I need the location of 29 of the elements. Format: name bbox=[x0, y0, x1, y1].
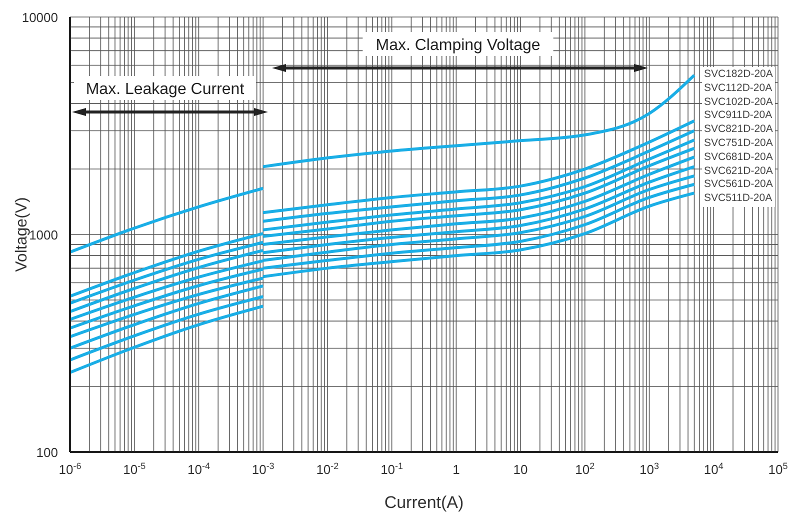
x-tick-label: 10$^{-3}$ bbox=[252, 461, 274, 477]
series-label: SVC621D-20A bbox=[704, 164, 773, 178]
series-label: SVC561D-20A bbox=[704, 178, 773, 192]
y-tick-label: 10000 bbox=[22, 10, 58, 25]
x-tick-label: 1 bbox=[452, 462, 460, 477]
series-label: SVC751D-20A bbox=[704, 136, 773, 151]
x-tick-label: 10$^{-6}$ bbox=[58, 461, 82, 477]
series-label: SVC821D-20A bbox=[704, 123, 773, 137]
x-tick-label: 10$^{-1}$ bbox=[380, 461, 404, 477]
annotation: Max. Leakage Current bbox=[86, 81, 245, 98]
text: SVC112D-20A bbox=[704, 82, 773, 96]
series-label: SVC681D-20A bbox=[704, 150, 773, 165]
text: SVC102D-20A bbox=[704, 96, 773, 110]
x-tick-label: 10$^{2}$ bbox=[575, 461, 595, 477]
x-axis-title: Current(A) bbox=[384, 493, 464, 512]
x-tick-label: 10$^{5}$ bbox=[768, 461, 788, 477]
x-tick-label: 10$^{4}$ bbox=[704, 461, 724, 477]
series-label: SVC911D-20A bbox=[704, 109, 773, 124]
x-tick-label: 10$^{-4}$ bbox=[187, 461, 210, 477]
annotation: Max. Clamping Voltage bbox=[376, 37, 540, 54]
x-tick-label: 10 bbox=[513, 462, 528, 477]
y-tick-label: 1000 bbox=[29, 228, 58, 242]
y-axis-title: Voltage(V) bbox=[14, 197, 31, 272]
x-tick-label: 10$^{-5}$ bbox=[123, 461, 146, 477]
x-tick-label: 10$^{-2}$ bbox=[316, 461, 339, 477]
y-tick-label: 100 bbox=[36, 445, 58, 460]
series-label: SVC182D-20A bbox=[704, 68, 773, 82]
x-tick-label: 10$^{3}$ bbox=[640, 461, 660, 477]
series-label: SVC511D-20A bbox=[704, 192, 773, 206]
